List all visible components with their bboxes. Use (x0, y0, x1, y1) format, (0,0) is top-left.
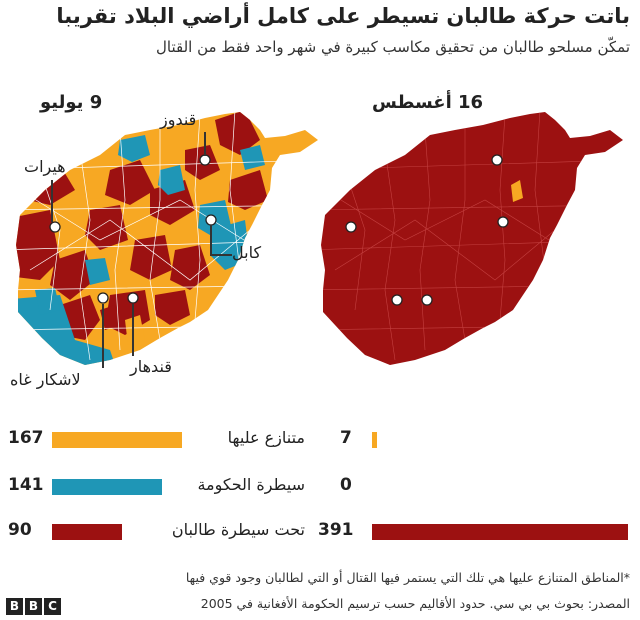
legend-row-government: 141 سيطرة الحكومة 0 (0, 475, 640, 505)
government-label: سيطرة الحكومة (197, 475, 305, 494)
city-label-herat: هيرات (24, 157, 66, 176)
legend-row-contested: 167 متنازع عليها 7 (0, 428, 640, 458)
kandahar-leader (132, 304, 134, 356)
contested-bar-right (372, 432, 377, 448)
right-map (321, 112, 623, 365)
kabul-leader-h (210, 254, 232, 256)
lashkar-gah-leader (102, 304, 104, 368)
source-note: المصدر: بحوث بي بي سي. حدود الأقاليم حسب… (200, 596, 630, 611)
kabul-leader (210, 225, 212, 255)
city-label-lashkar-gah: لاشكار غاه (10, 370, 81, 389)
kabul-marker (205, 214, 217, 226)
taliban-bar-left (52, 524, 122, 540)
right-map-borders (321, 112, 623, 361)
bbc-logo-letter: B (25, 598, 42, 615)
footnote: *المناطق المتنازع عليها هي تلك التي يستم… (185, 570, 630, 585)
city-label-kabul: كابل (232, 243, 262, 262)
kunduz-leader (204, 132, 206, 156)
taliban-bar-right (372, 524, 628, 540)
kabul-marker-right (497, 216, 509, 228)
legend-row-taliban: 90 تحت سيطرة طالبان 391 (0, 520, 640, 550)
contested-value-right: 7 (340, 428, 352, 448)
lashkar-gah-marker-right (391, 294, 403, 306)
kunduz-marker-right (491, 154, 503, 166)
contested-bar-left (52, 432, 182, 448)
bbc-logo-letter: C (44, 598, 61, 615)
right-map-date: 16 أغسطس (372, 92, 484, 113)
left-map-city-markers (49, 154, 217, 304)
herat-leader (51, 180, 53, 222)
bbc-logo: B B C (6, 598, 61, 615)
lashkar-gah-marker (97, 292, 109, 304)
contested-label: متنازع عليها (227, 428, 305, 447)
taliban-value-left: 90 (8, 520, 32, 540)
page-subtitle: تمكّن مسلحو طالبان من تحقيق مكاسب كبيرة … (156, 38, 630, 56)
city-label-kandahar: قندهار (130, 357, 172, 376)
kandahar-marker-right (421, 294, 433, 306)
herat-marker-right (345, 221, 357, 233)
taliban-label: تحت سيطرة طالبان (171, 520, 305, 539)
government-bar-left (52, 479, 162, 495)
right-map-city-markers (345, 154, 509, 306)
left-map-borders (16, 112, 318, 361)
kunduz-marker (199, 154, 211, 166)
government-value-right: 0 (340, 475, 352, 495)
contested-value-left: 167 (8, 428, 44, 448)
government-value-left: 141 (8, 475, 44, 495)
bbc-logo-letter: B (6, 598, 23, 615)
herat-marker (49, 221, 61, 233)
left-map (16, 112, 318, 365)
city-label-kunduz: قندوز (160, 110, 197, 129)
kandahar-marker (127, 292, 139, 304)
taliban-value-right: 391 (318, 520, 354, 540)
page-title: باتت حركة طالبان تسيطر على كامل أراضي ال… (56, 4, 630, 28)
left-map-date: 9 يوليو (40, 92, 103, 113)
